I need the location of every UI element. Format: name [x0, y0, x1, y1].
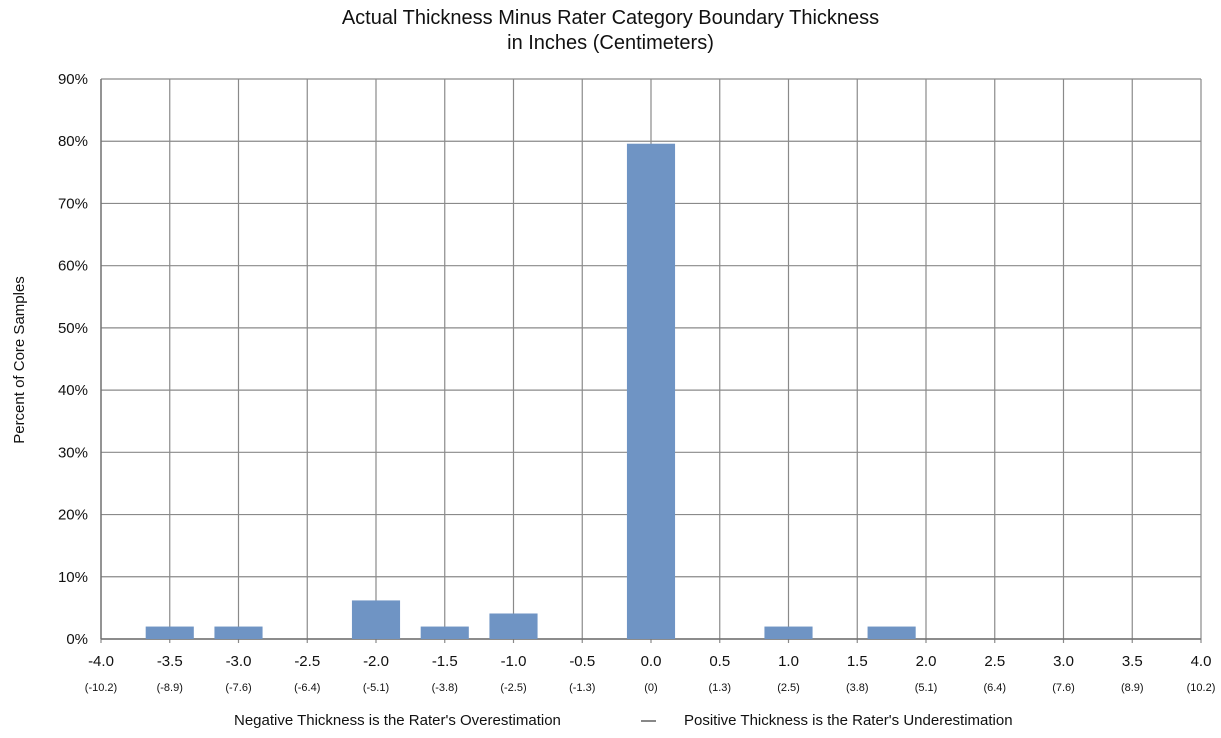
x-tick-label: 3.5: [1122, 653, 1143, 670]
x-tick-label: 0.5: [709, 653, 730, 670]
x-tick-sublabel: (7.6): [1052, 682, 1075, 694]
x-tick-sublabel: (6.4): [983, 682, 1006, 694]
x-tick-label: -3.0: [226, 653, 252, 670]
x-tick-sublabel: (-2.5): [500, 682, 526, 694]
bar: [351, 600, 401, 639]
x-tick-sublabel: (-7.6): [225, 682, 251, 694]
y-tick-label: 90%: [58, 71, 88, 88]
bar: [420, 626, 469, 639]
chart-title-line1: Actual Thickness Minus Rater Category Bo…: [341, 7, 880, 29]
x-tick-label: -1.5: [432, 653, 458, 670]
y-axis-label: Percent of Core Samples: [11, 276, 28, 444]
x-tick-label: -1.0: [501, 653, 527, 670]
x-tick-label: -3.5: [157, 653, 183, 670]
x-tick-label: 3.0: [1053, 653, 1074, 670]
y-tick-label: 10%: [58, 569, 88, 586]
x-tick-sublabel: (1.3): [708, 682, 731, 694]
caption-left: Negative Thickness is the Rater's Overes…: [234, 712, 561, 729]
x-tick-sublabel: (5.1): [915, 682, 938, 694]
x-tick-sublabel: (-5.1): [363, 682, 389, 694]
x-tick-label: 4.0: [1191, 653, 1212, 670]
x-tick-sublabel: (0): [644, 682, 657, 694]
x-tick-label: -0.5: [569, 653, 595, 670]
x-tick-label: -2.0: [363, 653, 389, 670]
x-tick-sublabel: (-8.9): [157, 682, 183, 694]
y-tick-label: 20%: [58, 507, 88, 524]
x-tick-sublabel: (-1.3): [569, 682, 595, 694]
chart-title-line2: in Inches (Centimeters): [507, 32, 714, 54]
y-tick-label: 80%: [58, 133, 88, 150]
x-tick-label: 1.5: [847, 653, 868, 670]
x-tick-sublabel: (2.5): [777, 682, 800, 694]
x-tick-sublabel: (8.9): [1121, 682, 1144, 694]
bar: [764, 626, 813, 639]
x-tick-sublabel: (-6.4): [294, 682, 320, 694]
bar: [626, 143, 676, 639]
x-tick-label: 2.0: [916, 653, 937, 670]
bar: [145, 626, 194, 639]
bar: [489, 613, 538, 639]
caption-dash: —: [641, 712, 656, 729]
y-tick-label: 60%: [58, 258, 88, 275]
x-tick-label: 1.0: [778, 653, 799, 670]
x-tick-label: -2.5: [294, 653, 320, 670]
bar: [867, 626, 916, 639]
x-tick-sublabel: (-3.8): [432, 682, 458, 694]
x-tick-label: 2.5: [984, 653, 1005, 670]
bar: [214, 626, 263, 639]
x-tick-label: 0.0: [641, 653, 662, 670]
x-tick-sublabel: (3.8): [846, 682, 869, 694]
x-tick-sublabel: (-10.2): [85, 682, 117, 694]
caption-right: Positive Thickness is the Rater's Undere…: [684, 712, 1013, 729]
y-tick-label: 30%: [58, 444, 88, 461]
x-tick-label: -4.0: [88, 653, 114, 670]
x-tick-sublabel: (10.2): [1187, 682, 1216, 694]
y-tick-label: 50%: [58, 320, 88, 337]
y-tick-label: 40%: [58, 382, 88, 399]
y-tick-label: 70%: [58, 195, 88, 212]
y-tick-label: 0%: [66, 631, 88, 648]
